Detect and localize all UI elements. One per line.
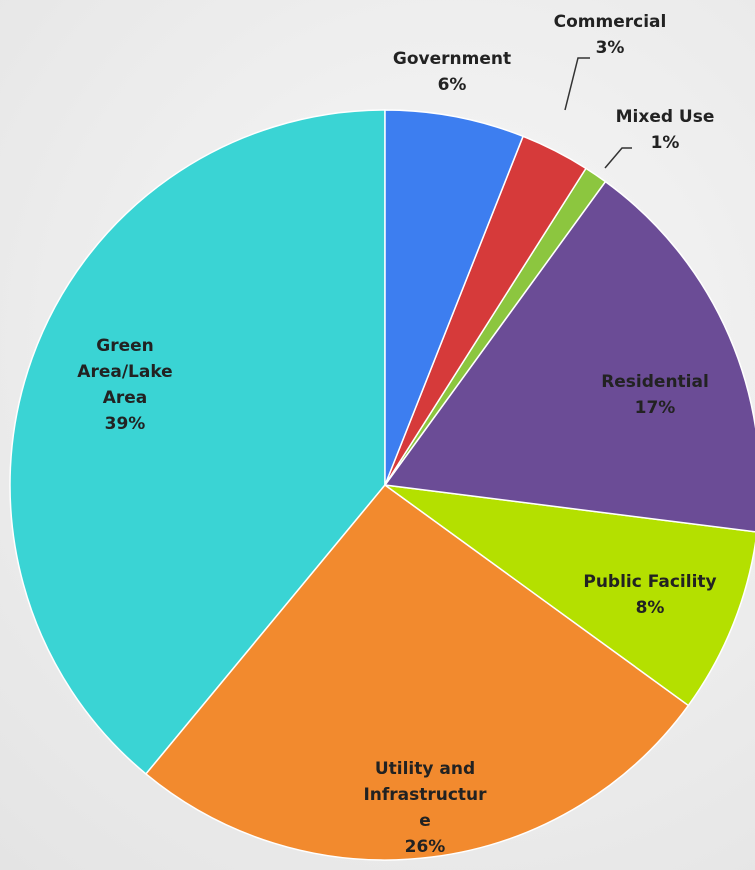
slice-label: Government 6% bbox=[372, 46, 532, 98]
slice-percent: 39% bbox=[104, 414, 146, 434]
leader-line bbox=[564, 57, 590, 111]
slice-percent: 1% bbox=[650, 133, 680, 153]
slice-label: Mixed Use 1% bbox=[600, 104, 730, 156]
pie-slice bbox=[144, 483, 690, 861]
slice-name: Government bbox=[392, 49, 512, 69]
slice-label: Commercial 3% bbox=[545, 9, 675, 61]
slice-label: Residential 17% bbox=[585, 369, 725, 421]
slice-percent: 8% bbox=[635, 598, 665, 618]
slice-name: Utility and Infrastructure bbox=[363, 759, 487, 831]
slice-name: Public Facility bbox=[583, 572, 717, 592]
slice-percent: 26% bbox=[404, 837, 446, 857]
leader-line bbox=[604, 147, 632, 169]
slice-percent: 3% bbox=[595, 38, 625, 58]
slice-percent: 6% bbox=[437, 75, 467, 95]
slice-name: Residential bbox=[601, 372, 709, 392]
slice-name: Mixed Use bbox=[615, 107, 715, 127]
slice-label: Green Area/Lake Area 39% bbox=[70, 333, 180, 437]
slice-name: Commercial bbox=[553, 12, 667, 32]
pie-slice bbox=[383, 180, 755, 533]
slice-label: Utility and Infrastructure 26% bbox=[361, 756, 489, 860]
slice-name: Green Area/Lake Area bbox=[77, 336, 173, 408]
pie-slice bbox=[384, 109, 525, 486]
pie-slice bbox=[9, 109, 386, 775]
pie-slice bbox=[384, 484, 755, 707]
slice-percent: 17% bbox=[634, 398, 676, 418]
slice-label: Public Facility 8% bbox=[565, 569, 735, 621]
